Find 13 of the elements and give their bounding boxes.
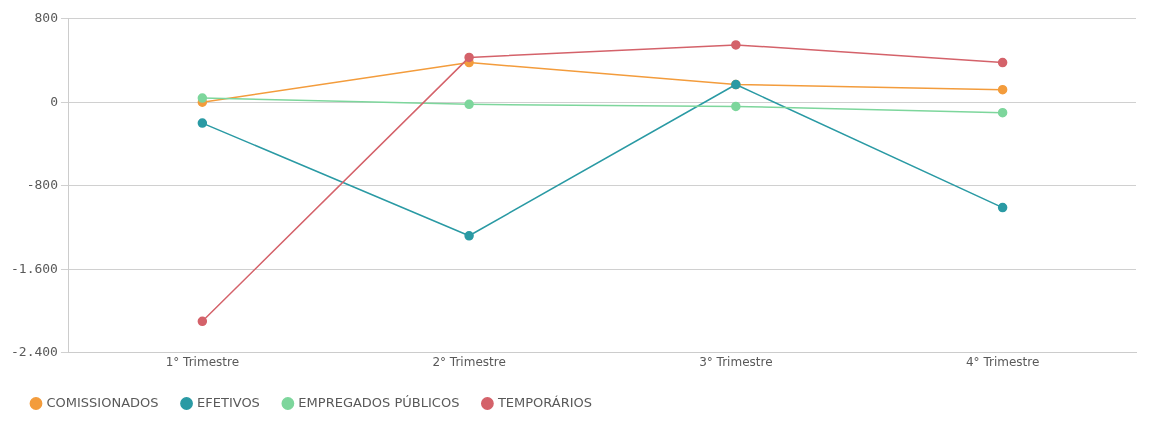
- y-tick-label: 0: [50, 93, 58, 109]
- x-tick-label: 3° Trimestre: [699, 354, 773, 369]
- x-tick-label: 4° Trimestre: [965, 354, 1040, 369]
- legend-label: TEMPORÁRIOS: [496, 394, 593, 410]
- legend-label: EFETIVOS: [197, 394, 260, 410]
- y-tick-label: -2.400: [10, 343, 58, 359]
- x-tick-label: 2° Trimestre: [432, 354, 506, 369]
- y-tick-label: -800: [26, 177, 58, 193]
- y-tick-label: 800: [34, 10, 58, 26]
- legend-label: EMPREGADOS PÚBLICOS: [298, 394, 460, 410]
- x-tick-label: 1° Trimestre: [165, 354, 240, 369]
- legend-label: COMISSIONADOS: [46, 394, 159, 410]
- y-tick-label: -1.600: [10, 260, 58, 276]
